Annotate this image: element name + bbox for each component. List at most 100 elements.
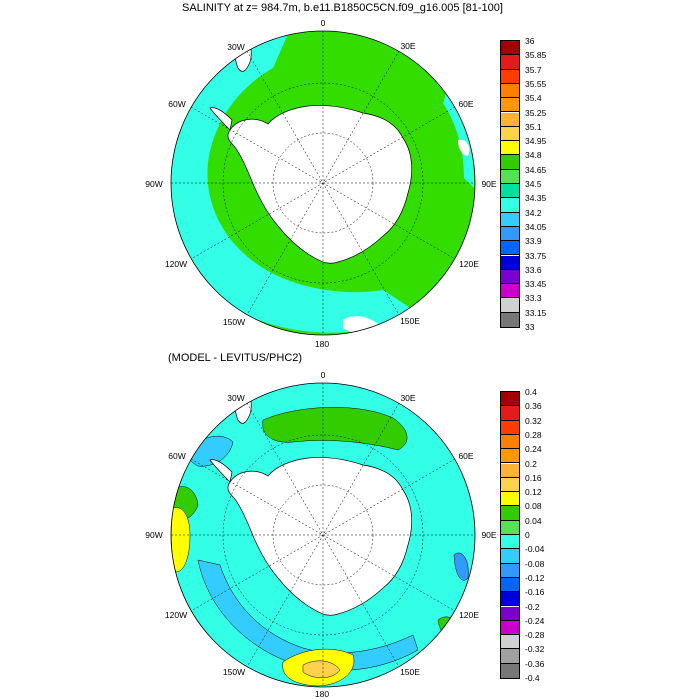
colorbar-swatch bbox=[501, 184, 519, 199]
panel-1-lon-60e: 60E bbox=[458, 99, 474, 109]
panel-1-lon-150w: 150W bbox=[222, 317, 246, 327]
colorbar-tick-label: 36 bbox=[525, 36, 535, 46]
colorbar-swatch bbox=[501, 55, 519, 70]
colorbar-tick-label: 0.4 bbox=[525, 387, 537, 397]
panel-1-peninsula bbox=[209, 107, 233, 131]
colorbar-swatch bbox=[501, 477, 519, 493]
colorbar-swatch bbox=[501, 520, 519, 535]
colorbar-swatch bbox=[501, 69, 519, 84]
colorbar-tick-label: 34.2 bbox=[525, 207, 542, 218]
colorbar-tick-label: -0.4 bbox=[525, 673, 540, 683]
colorbar-tick-label: 0.32 bbox=[525, 415, 542, 426]
colorbar-swatch bbox=[501, 112, 519, 127]
colorbar-tick-label: 0.12 bbox=[525, 487, 542, 498]
panel-2-lon-150w: 150W bbox=[222, 667, 246, 677]
panel-1-cyan-band-east bbox=[443, 88, 475, 188]
colorbar-swatch bbox=[501, 169, 519, 184]
panel-1-title: SALINITY at z= 984.7m, b.e11.B1850C5CN.f… bbox=[182, 2, 503, 14]
colorbar-tick-label: 0.08 bbox=[525, 501, 542, 512]
panel-1-lon-30e: 30E bbox=[400, 41, 416, 51]
colorbar-swatch bbox=[501, 649, 519, 664]
colorbar-tick-label: 34.35 bbox=[525, 193, 547, 204]
colorbar-tick-label: 0.16 bbox=[525, 472, 542, 483]
panel-1-polar-map bbox=[170, 30, 476, 336]
panel-1-lon-0: 0 bbox=[320, 18, 326, 28]
colorbar-tick-label: -0.16 bbox=[525, 587, 545, 598]
colorbar-swatch bbox=[501, 226, 519, 242]
colorbar-tick-label: -0.08 bbox=[525, 558, 545, 569]
colorbar-tick-label: 33.75 bbox=[525, 250, 547, 261]
panel-2-lon-180: 180 bbox=[314, 689, 330, 699]
colorbar-swatch bbox=[501, 83, 519, 99]
colorbar-tick-label: 35.7 bbox=[525, 64, 542, 75]
colorbar-tick-label: -0.28 bbox=[525, 630, 545, 641]
colorbar-tick-label: 35.55 bbox=[525, 78, 547, 89]
panel-2-lon-30w: 30W bbox=[227, 393, 245, 403]
colorbar-tick-label: 35.25 bbox=[525, 107, 547, 118]
colorbar-tick-label: -0.24 bbox=[525, 615, 545, 626]
colorbar-tick-label: 0 bbox=[525, 530, 530, 540]
colorbar-tick-label: 34.5 bbox=[525, 179, 542, 189]
colorbar-tick-label: 34.8 bbox=[525, 150, 542, 161]
panel-1-lon-180: 180 bbox=[314, 339, 330, 349]
colorbar-swatch bbox=[501, 492, 519, 507]
panel-2-warm-core-south bbox=[302, 660, 341, 678]
panel-1-cyan-band bbox=[171, 34, 418, 333]
panel-2-positive-band bbox=[262, 407, 408, 451]
colorbar-tick-label: 33.9 bbox=[525, 236, 542, 247]
colorbar-swatch bbox=[501, 198, 519, 213]
colorbar-tick-label: -0.36 bbox=[525, 658, 545, 669]
colorbar-swatch bbox=[501, 663, 519, 678]
colorbar-swatch bbox=[501, 41, 519, 56]
colorbar-swatch bbox=[501, 563, 519, 578]
panel-1-antarctica bbox=[227, 105, 413, 264]
colorbar-swatch bbox=[501, 463, 519, 478]
colorbar-swatch bbox=[501, 255, 519, 270]
colorbar-swatch bbox=[501, 312, 519, 327]
colorbar-tick-label: 0.28 bbox=[525, 429, 542, 440]
colorbar-tick-label: 0.36 bbox=[525, 401, 542, 412]
panel-2-lon-120w: 120W bbox=[164, 610, 188, 620]
colorbar-swatch bbox=[501, 284, 519, 299]
colorbar-tick-label: -0.04 bbox=[525, 544, 545, 555]
panel-1-lon-150e: 150E bbox=[400, 316, 420, 326]
colorbar-swatch bbox=[501, 298, 519, 313]
panel-2-lon-150e: 150E bbox=[400, 667, 420, 677]
colorbar-tick-label: 33.45 bbox=[525, 279, 547, 290]
colorbar-tick-label: -0.32 bbox=[525, 644, 545, 655]
panel-2-peninsula bbox=[209, 459, 233, 483]
colorbar-swatch bbox=[501, 549, 519, 564]
colorbar-tick-label: 0.2 bbox=[525, 458, 537, 469]
colorbar-swatch bbox=[501, 98, 519, 113]
colorbar-tick-label: 33.6 bbox=[525, 264, 542, 275]
panel-2-lon-60e: 60E bbox=[458, 451, 474, 461]
colorbar-swatch bbox=[501, 577, 519, 593]
colorbar-swatch bbox=[501, 155, 519, 170]
colorbar-tick-label: -0.12 bbox=[525, 572, 545, 583]
colorbar-swatch bbox=[501, 620, 519, 636]
colorbar-swatch bbox=[501, 535, 519, 550]
colorbar-swatch bbox=[501, 606, 519, 621]
colorbar-swatch bbox=[501, 449, 519, 464]
colorbar-swatch bbox=[501, 434, 519, 450]
colorbar-tick-label: 33.15 bbox=[525, 307, 547, 318]
colorbar-tick-label: 35.1 bbox=[525, 121, 542, 132]
panel-2-lon-30e: 30E bbox=[400, 393, 416, 403]
colorbar-tick-label: -0.2 bbox=[525, 601, 540, 612]
panel-2-lon-0: 0 bbox=[320, 370, 326, 380]
colorbar-swatch bbox=[501, 141, 519, 156]
colorbar-tick-label: 0.24 bbox=[525, 444, 542, 455]
colorbar-tick-label: 34.05 bbox=[525, 221, 547, 232]
panel-2-negative-patch-east bbox=[453, 552, 469, 581]
panel-1-colorbar bbox=[500, 40, 520, 328]
panel-2-polar-map bbox=[170, 382, 476, 688]
panel-1-lon-30w: 30W bbox=[227, 42, 245, 52]
panel-1-lon-60w: 60W bbox=[168, 99, 186, 109]
panel-2-positive-patch-se bbox=[437, 616, 459, 638]
colorbar-tick-label: 34.95 bbox=[525, 136, 547, 147]
colorbar-tick-label: 33.3 bbox=[525, 293, 542, 304]
panel-2-lon-120e: 120E bbox=[459, 610, 479, 620]
colorbar-swatch bbox=[501, 241, 519, 256]
colorbar-tick-label: 33 bbox=[525, 322, 535, 332]
colorbar-swatch bbox=[501, 592, 519, 607]
